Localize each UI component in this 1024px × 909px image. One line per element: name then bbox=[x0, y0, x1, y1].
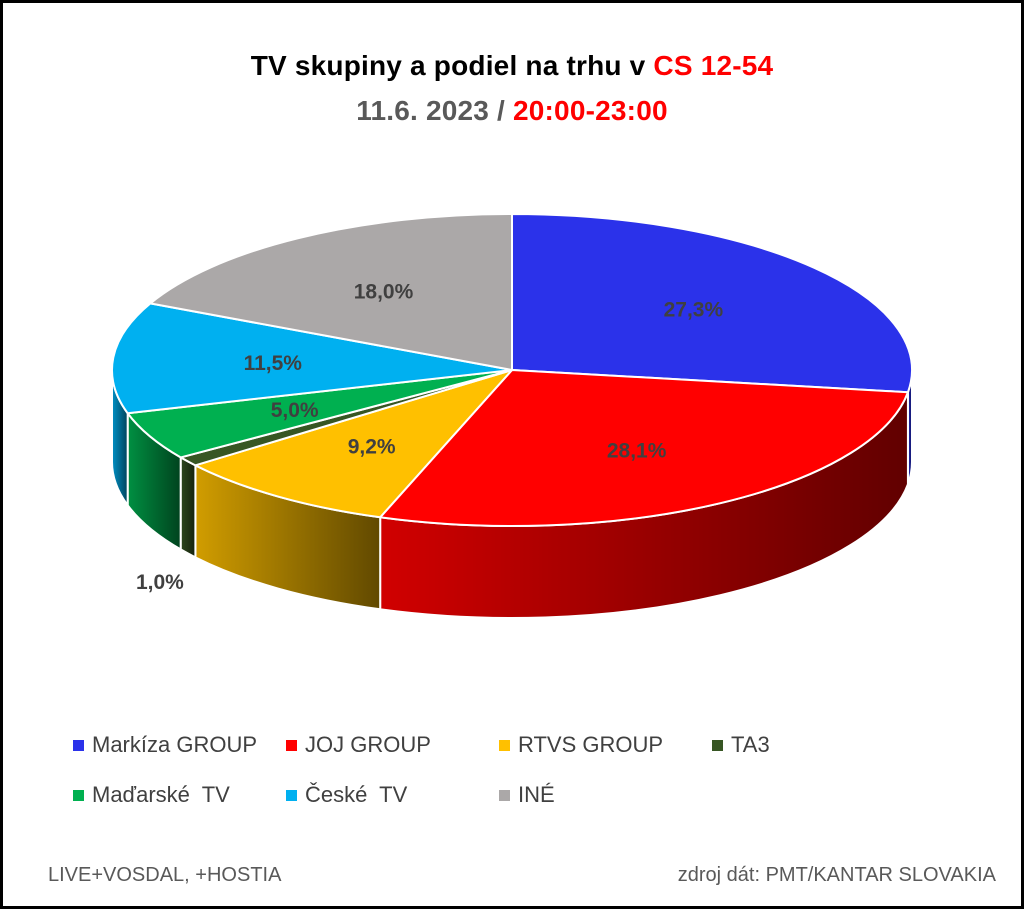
legend-label: Maďarské TV bbox=[92, 782, 230, 807]
data-label-5: 11,5% bbox=[244, 352, 303, 375]
pie-top bbox=[111, 213, 913, 527]
chart-subtitle-highlight: 20:00-23:00 bbox=[512, 95, 668, 126]
pie-slice-1 bbox=[379, 369, 909, 527]
legend-label: RTVS GROUP bbox=[518, 732, 664, 757]
pie-slice-2 bbox=[194, 369, 513, 519]
legend-label: JOJ GROUP bbox=[305, 732, 431, 757]
legend-item: INÉ bbox=[499, 782, 555, 808]
legend-item: JOJ GROUP bbox=[286, 732, 431, 758]
data-label-2: 9,2% bbox=[348, 435, 396, 458]
chart-title-highlight: CS 12-54 bbox=[653, 50, 774, 81]
data-label-0: 27,3% bbox=[664, 298, 724, 321]
chart-title: TV skupiny a podiel na trhu v CS 12-54 bbox=[250, 50, 774, 81]
pie-slice-6 bbox=[149, 213, 513, 371]
legend-swatch bbox=[73, 739, 84, 751]
legend-swatch bbox=[73, 789, 84, 801]
legend-label: České TV bbox=[305, 782, 408, 807]
pie-slice-0 bbox=[511, 213, 913, 394]
legend-label: INÉ bbox=[518, 782, 555, 807]
data-label-4: 5,0% bbox=[271, 399, 319, 422]
data-label-3: 1,0% bbox=[136, 571, 184, 594]
legend-swatch bbox=[286, 739, 297, 751]
legend-item: Markíza GROUP bbox=[73, 732, 257, 758]
pie-labels: 27,3% 28,1% 9,2% 1,0% 5,0% 11,5% 18,0% bbox=[136, 280, 724, 593]
footer-note: LIVE+VOSDAL, +HOSTIA bbox=[48, 864, 282, 886]
legend-item: RTVS GROUP bbox=[499, 732, 663, 758]
legend-swatch bbox=[499, 739, 510, 751]
legend-swatch bbox=[286, 789, 297, 801]
legend-label: Markíza GROUP bbox=[92, 732, 258, 757]
legend-item: Maďarské TV bbox=[73, 782, 230, 808]
pie-slice-5 bbox=[111, 302, 513, 415]
legend-label: TA3 bbox=[731, 732, 770, 757]
pie-sides bbox=[111, 369, 913, 619]
pie-side-3 bbox=[179, 455, 197, 559]
chart-subtitle: 11.6. 2023 / 20:00-23:00 bbox=[356, 95, 668, 126]
footer-source: zdroj dát: PMT/KANTAR SLOVAKIA bbox=[677, 864, 996, 886]
legend-swatch bbox=[712, 739, 723, 751]
legend-swatch bbox=[499, 789, 510, 801]
data-label-6: 18,0% bbox=[354, 280, 414, 303]
data-label-1: 28,1% bbox=[607, 440, 667, 463]
legend-item: TA3 bbox=[712, 732, 770, 758]
legend-item: České TV bbox=[286, 782, 407, 808]
